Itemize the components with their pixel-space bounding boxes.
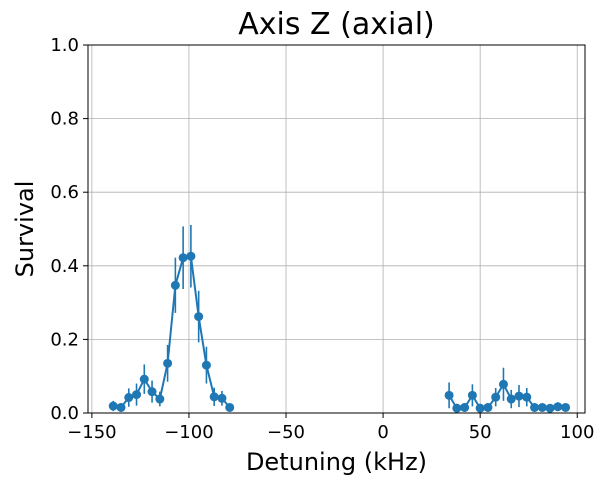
y-tick-label: 0.4: [50, 256, 79, 277]
data-point: [444, 390, 454, 400]
data-point: [108, 401, 118, 411]
data-point: [147, 387, 157, 397]
data-point: [475, 403, 485, 413]
data-point: [209, 392, 219, 402]
plot-series: [108, 224, 571, 413]
data-point: [514, 391, 524, 401]
data-point: [537, 402, 547, 412]
chart-title: Axis Z (axial): [238, 7, 434, 42]
data-point: [483, 402, 493, 412]
x-tick-label: 50: [469, 422, 492, 443]
data-point: [491, 392, 501, 402]
x-tick-label: 100: [560, 422, 594, 443]
plot-frame: [87, 44, 586, 414]
data-point: [178, 253, 188, 263]
data-point: [530, 402, 540, 412]
data-point: [506, 394, 516, 404]
data-point: [553, 402, 563, 412]
data-point: [201, 360, 211, 370]
data-point: [155, 394, 165, 404]
data-point: [225, 402, 235, 412]
data-series: [108, 224, 235, 412]
data-point: [498, 379, 508, 389]
data-point: [467, 390, 477, 400]
data-point: [452, 403, 462, 413]
data-point: [545, 403, 555, 413]
axis-ticks: −150 −100 −50 0 50 100 0.0 0.2 0.4 0.6 0.8 1.0: [50, 35, 594, 443]
y-tick-label: 0.6: [50, 182, 79, 203]
y-axis-label: Survival: [11, 181, 39, 278]
y-tick-label: 0.2: [50, 329, 79, 350]
y-tick-label: 0.8: [50, 109, 79, 130]
data-point: [124, 393, 134, 403]
y-tick-label: 1.0: [50, 35, 79, 56]
y-tick-label: 0.0: [50, 403, 79, 424]
data-point: [194, 312, 204, 322]
x-tick-label: −150: [67, 422, 116, 443]
data-point: [139, 374, 149, 384]
data-point: [522, 392, 532, 402]
data-point: [132, 390, 142, 400]
data-series: [444, 367, 571, 413]
x-tick-label: −100: [164, 422, 213, 443]
data-point: [460, 402, 470, 412]
x-tick-label: −50: [267, 422, 305, 443]
data-point: [561, 402, 571, 412]
x-tick-label: 0: [377, 422, 388, 443]
data-point: [163, 358, 173, 368]
data-point: [217, 393, 227, 403]
data-point: [170, 280, 180, 290]
x-axis-label: Detuning (kHz): [246, 448, 427, 476]
data-point: [186, 251, 196, 261]
data-point: [116, 402, 126, 412]
